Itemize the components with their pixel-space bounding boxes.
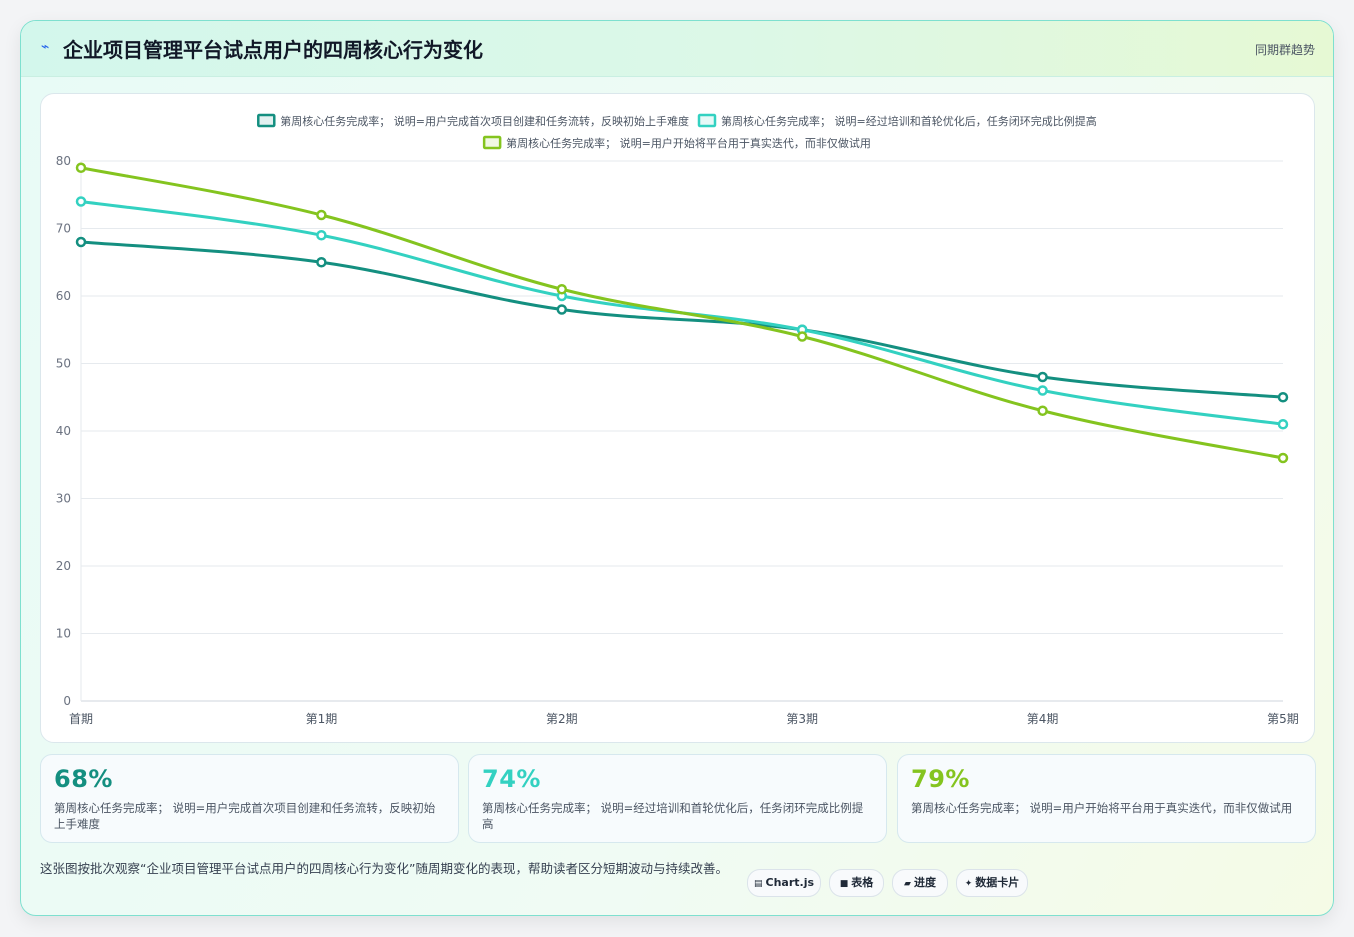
y-tick-label: 0 [63,694,71,708]
legend-label-2: 第周核心任务完成率； 说明=经过培训和首轮优化后，任务闭环完成比例提高 [721,114,1097,128]
y-tick-label: 50 [56,357,71,371]
data-point [316,209,327,221]
data-point [75,236,87,248]
stat-value: 74% [482,765,541,793]
legend-swatch-3 [482,135,502,150]
header-bar: ⌁ 企业项目管理平台试点用户的四周核心行为变化 同期群趋势 [21,21,1333,77]
stat-card-3: 79% 第周核心任务完成率； 说明=用户开始将平台用于真实迭代，而非仅做试用 [897,754,1316,843]
legend-swatch-2 [697,113,717,128]
data-point [556,304,568,315]
data-point [75,162,87,173]
data-point [1037,371,1048,383]
y-tick-label: 40 [56,424,71,438]
pill-label: 进度 [913,876,936,889]
sparkle-icon: ✦ [964,879,973,889]
y-tick-label: 70 [56,222,71,236]
pill-label: Chart.js [765,876,815,889]
data-point [75,196,87,207]
y-tick-label: 80 [56,154,71,168]
data-point [1277,452,1289,464]
table-icon: ■ [839,879,849,889]
data-point [1037,385,1048,396]
pill-table[interactable]: ■ 表格 [829,869,884,897]
data-point [316,230,327,241]
data-point [556,284,568,295]
x-tick-label: 第1期 [306,712,338,726]
stat-value: 79% [911,765,970,793]
page-title: 企业项目管理平台试点用户的四周核心行为变化 [63,38,483,62]
chart-icon: ▤ [753,879,763,889]
chart-card: 0 10 20 30 40 50 60 70 80 首期 第1期 第2期 第3期 第4期 第5期 第周核心任务… [40,93,1315,743]
chart-line-icon: ⌁ [41,39,50,55]
stat-card-2: 74% 第周核心任务完成率； 说明=经过培训和首轮优化后，任务闭环完成比例提高 [468,754,887,843]
stat-label: 第周核心任务完成率； 说明=用户开始将平台用于真实迭代，而非仅做试用 [911,801,1293,815]
pill-chartjs[interactable]: ▤ Chart.js [747,869,821,897]
y-tick-label: 10 [56,627,71,641]
pill-progress[interactable]: ▰ 进度 [892,869,948,897]
y-tick-label: 30 [56,492,71,506]
data-point [1277,419,1289,430]
stat-label: 第周核心任务完成率； 说明=用户完成首次项目创建和任务流转，反映初始上手难度 [54,801,436,831]
data-point [316,257,327,268]
data-point [796,331,808,342]
header-tag: 同期群趋势 [1254,43,1315,57]
chart-description: 这张图按批次观察“企业项目管理平台试点用户的四周核心行为变化”随周期变化的表现，… [40,861,728,876]
pill-data-card[interactable]: ✦ 数据卡片 [956,869,1028,897]
data-point [1037,405,1048,416]
legend-label-3: 第周核心任务完成率； 说明=用户开始将平台用于真实迭代，而非仅做试用 [506,136,871,150]
stat-label: 第周核心任务完成率； 说明=经过培训和首轮优化后，任务闭环完成比例提高 [482,801,864,831]
x-tick-label: 第5期 [1267,712,1299,726]
legend-swatch-1 [257,113,276,128]
line-chart: 0 10 20 30 40 50 60 70 80 首期 第1期 第2期 第3期 第4期 第5期 第周核心任务… [56,113,1299,726]
page-container: ⌁ 企业项目管理平台试点用户的四周核心行为变化 同期群趋势 0 10 20 30 40 5… [20,20,1334,916]
data-point [1277,392,1289,403]
x-tick-label: 第4期 [1027,712,1059,726]
y-tick-label: 60 [56,289,71,303]
y-tick-label: 20 [56,559,71,573]
stat-card-1: 68% 第周核心任务完成率； 说明=用户完成首次项目创建和任务流转，反映初始上手… [40,754,459,843]
stat-value: 68% [54,765,113,793]
legend-label-1: 第周核心任务完成率； 说明=用户完成首次项目创建和任务流转，反映初始上手难度 [280,114,689,128]
series-line-1 [80,240,1284,399]
x-tick-label: 第2期 [546,712,578,726]
series-line-3 [80,166,1284,460]
progress-icon: ▰ [904,879,911,889]
x-tick-label: 第3期 [786,712,818,726]
pill-label: 表格 [851,876,874,889]
pill-label: 数据卡片 [975,876,1020,889]
x-tick-label: 首期 [69,712,93,726]
